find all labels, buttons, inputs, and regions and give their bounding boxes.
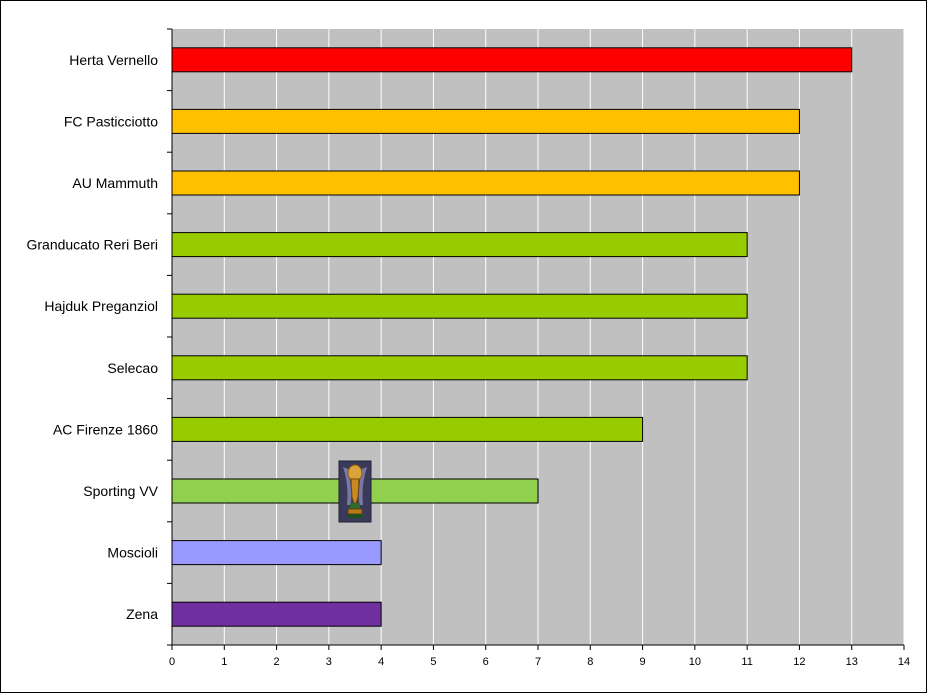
labels: Herta Vernello FC Pasticciotto AU Mammuth G… [26,52,910,668]
x-tick-label: 4 [378,656,384,668]
x-tick-label: 14 [898,656,910,668]
x-tick-label: 5 [430,656,436,668]
x-tick-label: 7 [535,656,541,668]
bar [171,232,748,258]
category-label: Zena [126,606,158,622]
category-label: AU Mammuth [72,175,158,191]
axes [167,28,905,650]
bar [171,108,800,134]
bar [171,355,748,381]
bar [171,540,382,566]
category-label: Granducato Reri Beri [26,237,158,253]
category-label: Moscioli [107,545,158,561]
annotations [338,460,372,523]
category-label: Hajduk Preganziol [44,298,158,314]
x-tick-label: 0 [169,656,175,668]
x-tick-label: 10 [689,656,701,668]
x-tick-label: 3 [326,656,332,668]
x-tick-label: 6 [483,656,489,668]
bar [171,601,382,627]
x-tick-label: 13 [846,656,858,668]
category-label: Sporting VV [83,483,158,499]
x-tick-label: 8 [587,656,593,668]
bar [171,170,800,196]
bar [171,47,853,73]
category-label: Herta Vernello [69,52,158,68]
category-label: Selecao [107,360,158,376]
category-label: FC Pasticciotto [64,113,158,129]
x-tick-label: 11 [741,656,752,668]
x-tick-label: 9 [640,656,646,668]
trophy-icon [338,460,372,523]
x-tick-label: 2 [274,656,280,668]
category-label: AC Firenze 1860 [53,421,158,437]
x-tick-label: 1 [221,656,227,668]
bar [171,293,748,319]
bars [171,47,853,627]
x-tick-label: 12 [793,656,805,668]
bar [171,416,644,442]
